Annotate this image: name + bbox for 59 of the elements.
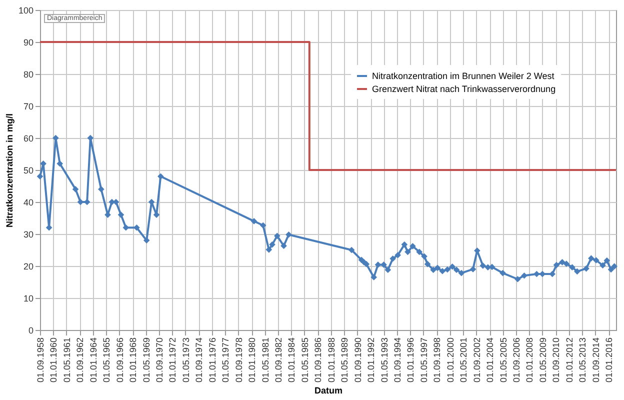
x-tick-label: 01.05.1985 (300, 338, 310, 383)
x-tick-label: 01.09.2006 (512, 338, 522, 383)
x-tick-label: 01.09.2010 (551, 338, 562, 383)
x-tick-label: 01.09.1990 (352, 338, 363, 383)
x-tick-label: 01.01.1976 (207, 338, 218, 383)
x-tick-label: 01.01.1984 (286, 338, 297, 383)
x-tick-label: 01.01.2004 (485, 338, 496, 383)
x-tick-label: 01.09.2002 (472, 338, 482, 383)
y-axis-title: Nitratkonzentration in mg/l (4, 113, 14, 228)
y-tick-label: 100 (18, 6, 34, 16)
y-tick-label: 30 (23, 230, 34, 240)
x-tick-label: 01.01.2016 (604, 338, 614, 383)
x-tick-label: 01.01.2008 (524, 338, 535, 383)
y-tick-label: 80 (23, 70, 34, 80)
x-tick-label: 01.01.1992 (366, 338, 376, 383)
y-tick-label: 40 (23, 198, 34, 208)
x-tick-label: 01.09.1974 (194, 338, 204, 383)
x-tick-label: 01.01.1960 (48, 338, 59, 383)
y-tick-label: 50 (23, 166, 34, 176)
x-tick-label: 01.05.2013 (578, 338, 588, 383)
y-tick-label: 70 (23, 102, 34, 112)
x-tick-label: 01.05.1965 (102, 338, 112, 383)
x-tick-label: 01.09.1986 (313, 338, 324, 383)
legend-label: Grenzwert Nitrat nach Trinkwasserverordnung (372, 84, 556, 94)
x-tick-label: 01.09.1998 (432, 338, 442, 383)
y-tick-label: 20 (23, 262, 34, 272)
x-tick-label: 01.05.1997 (418, 338, 429, 383)
x-tick-label: 01.01.2012 (564, 338, 574, 383)
x-tick-label: 01.05.1961 (62, 338, 72, 383)
x-tick-label: 01.05.1973 (180, 338, 191, 383)
x-tick-label: 01.05.2009 (538, 338, 548, 383)
legend-label: Nitratkonzentration im Brunnen Weiler 2 West (372, 71, 555, 81)
x-tick-label: 01.01.1968 (128, 338, 138, 383)
x-tick-label: 01.09.1962 (75, 338, 86, 383)
x-tick-label: 01.09.1958 (36, 338, 46, 383)
x-tick-label: 01.01.1996 (406, 338, 416, 383)
x-tick-label: 01.05.2005 (498, 338, 508, 383)
x-tick-label: 01.01.2000 (445, 338, 456, 383)
x-tick-label: 01.09.1978 (234, 338, 244, 383)
x-tick-label: 01.09.1982 (274, 338, 284, 383)
x-tick-label: 01.05.1993 (379, 338, 390, 383)
x-tick-label: 01.05.1989 (340, 338, 350, 383)
x-tick-label: 01.09.1970 (154, 338, 164, 383)
x-tick-label: 01.01.1980 (247, 338, 258, 383)
y-tick-label: 0 (28, 326, 34, 336)
x-tick-label: 01.01.1964 (88, 338, 98, 383)
x-tick-label: 01.09.1966 (114, 338, 125, 383)
x-axis-title: Datum (314, 386, 343, 396)
x-tick-label: 01.09.2014 (590, 338, 601, 383)
x-tick-label: 01.01.1988 (326, 338, 336, 383)
x-tick-label: 01.09.1994 (392, 338, 403, 383)
y-tick-label: 10 (23, 294, 34, 304)
x-tick-label: 01.05.1977 (220, 338, 231, 383)
x-tick-label: 01.05.1969 (141, 338, 152, 383)
y-tick-label: 90 (23, 38, 34, 48)
x-tick-label: 01.01.1972 (168, 338, 178, 383)
x-tick-label: 01.05.1981 (260, 338, 270, 383)
x-tick-label: 01.05.2001 (458, 338, 469, 383)
y-tick-label: 60 (23, 134, 34, 144)
